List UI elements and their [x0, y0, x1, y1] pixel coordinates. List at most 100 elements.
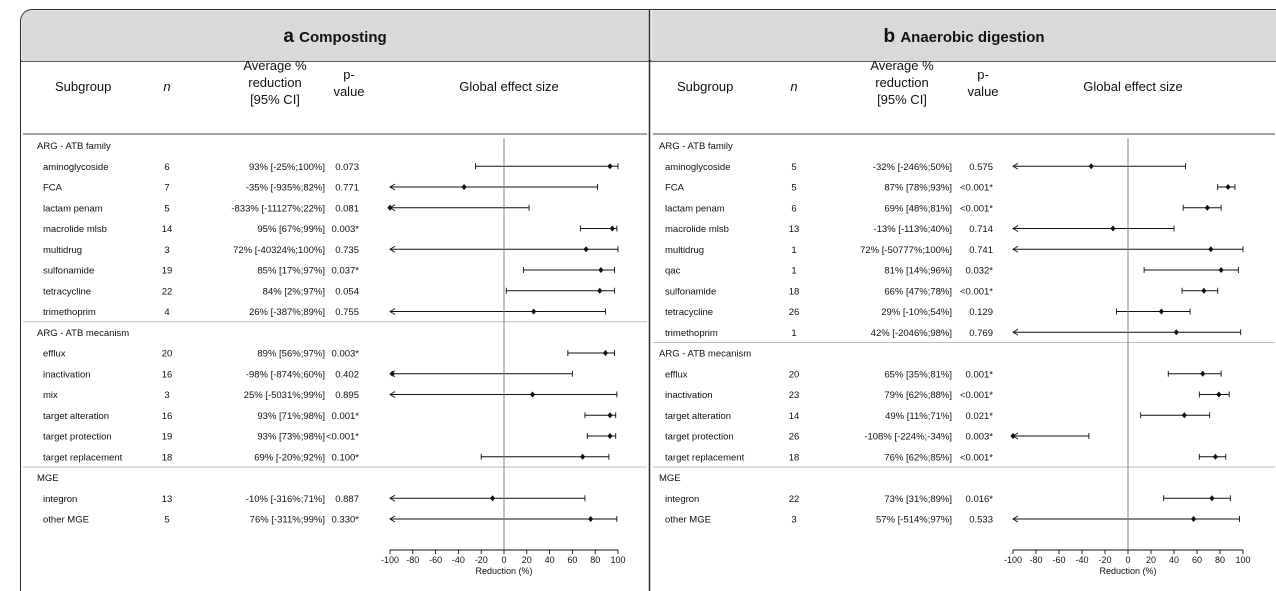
row-subgroup-label: target alteration [43, 411, 109, 422]
col-header-avg-reduction: reduction [875, 75, 928, 90]
row-pvalue: <0.001* [960, 183, 993, 194]
col-header-avg-reduction: [95% CI] [250, 92, 300, 107]
row-n: 23 [789, 390, 800, 401]
panel-title: b Anaerobic digestion [883, 26, 1044, 47]
row-pvalue: 0.895 [335, 390, 359, 401]
point-estimate [490, 495, 495, 501]
x-tick-label: -100 [1004, 555, 1022, 565]
row-pvalue: 0.533 [969, 515, 993, 526]
x-tick-label: 60 [1192, 555, 1202, 565]
row-n: 6 [791, 203, 796, 214]
row-pvalue: 0.129 [969, 307, 993, 318]
x-tick-label: -40 [1075, 555, 1088, 565]
row-n: 16 [162, 411, 173, 422]
row-subgroup-label: target protection [43, 432, 112, 443]
row-subgroup-label: target alteration [665, 411, 731, 422]
row-pvalue: 0.402 [335, 369, 359, 380]
point-estimate [603, 350, 608, 356]
row-ci-text: 26% [-387%;89%] [249, 307, 325, 318]
row-ci-text: -98% [-874%;60%] [246, 369, 325, 380]
row-pvalue: 0.735 [335, 245, 359, 256]
x-tick-label: -100 [381, 555, 399, 565]
group-label: MGE [37, 473, 59, 484]
row-ci-text: -35% [-935%;82%] [246, 183, 325, 194]
x-axis-label: Reduction (%) [1099, 566, 1156, 576]
row-subgroup-label: efflux [665, 369, 688, 380]
row-n: 20 [789, 369, 800, 380]
point-estimate [1089, 163, 1094, 169]
row-ci-text: 49% [11%;71%] [885, 411, 952, 422]
row-subgroup-label: target replacement [665, 452, 745, 463]
row-n: 3 [164, 245, 169, 256]
row-pvalue: 0.001* [332, 411, 360, 422]
row-subgroup-label: integron [43, 494, 77, 505]
point-estimate [1205, 205, 1210, 211]
row-pvalue: 0.032* [966, 266, 994, 277]
row-n: 20 [162, 349, 173, 360]
point-estimate [1174, 329, 1179, 335]
row-subgroup-label: trimethoprim [43, 307, 96, 318]
x-tick-label: -40 [452, 555, 465, 565]
row-subgroup-label: lactam penam [43, 203, 103, 214]
row-subgroup-label: other MGE [43, 515, 89, 526]
row-n: 16 [162, 369, 173, 380]
x-tick-label: 40 [1169, 555, 1179, 565]
row-ci-text: 76% [62%;85%] [884, 452, 952, 463]
row-ci-text: 72% [-40324%;100%] [233, 245, 325, 256]
row-subgroup-label: tetracycline [43, 286, 91, 297]
row-n: 1 [791, 245, 796, 256]
row-subgroup-label: tetracycline [665, 307, 713, 318]
row-subgroup-label: inactivation [43, 369, 91, 380]
row-pvalue: <0.001* [326, 432, 359, 443]
row-ci-text: 89% [56%;97%] [257, 349, 325, 360]
row-ci-text: -10% [-316%;71%] [246, 494, 325, 505]
row-n: 5 [791, 162, 796, 173]
row-pvalue: 0.003* [332, 224, 360, 235]
point-estimate [1213, 454, 1218, 460]
col-header-effect: Global effect size [459, 79, 558, 94]
point-estimate [1159, 309, 1164, 315]
point-estimate [1201, 288, 1206, 294]
point-estimate [1191, 516, 1196, 522]
row-n: 5 [164, 515, 169, 526]
x-tick-label: -60 [429, 555, 442, 565]
x-tick-label: 60 [567, 555, 577, 565]
row-ci-text: 95% [67%;99%] [257, 224, 325, 235]
row-n: 19 [162, 432, 173, 443]
point-estimate [610, 226, 615, 232]
point-estimate [1110, 226, 1115, 232]
col-header-pvalue: p- [343, 67, 355, 82]
row-n: 13 [789, 224, 800, 235]
row-ci-text: -13% [-113%;40%] [873, 224, 952, 235]
row-ci-text: 87% [78%;93%] [884, 183, 952, 194]
row-pvalue: 0.003* [966, 432, 994, 443]
row-ci-text: 76% [-311%;99%] [250, 515, 325, 526]
row-subgroup-label: inactivation [665, 390, 713, 401]
row-subgroup-label: aminoglycoside [665, 162, 730, 173]
group-label: ARG - ATB mecanism [659, 349, 751, 360]
point-estimate [598, 267, 603, 273]
row-subgroup-label: FCA [43, 183, 63, 194]
row-ci-text: 84% [2%;97%] [263, 286, 325, 297]
row-pvalue: 0.016* [966, 494, 994, 505]
row-n: 22 [162, 286, 173, 297]
x-tick-label: -80 [1029, 555, 1042, 565]
row-n: 3 [164, 390, 169, 401]
x-tick-label: -20 [475, 555, 488, 565]
row-ci-text: 65% [35%;81%] [884, 369, 952, 380]
row-subgroup-label: sulfonamide [43, 266, 94, 277]
point-estimate [530, 392, 535, 398]
row-pvalue: 0.769 [969, 328, 993, 339]
point-estimate [1208, 246, 1213, 252]
group-label: ARG - ATB family [659, 141, 733, 152]
row-subgroup-label: aminoglycoside [43, 162, 108, 173]
x-tick-label: 20 [522, 555, 532, 565]
row-subgroup-label: sulfonamide [665, 286, 716, 297]
x-tick-label: 100 [610, 555, 625, 565]
row-n: 6 [164, 162, 169, 173]
row-pvalue: 0.021* [966, 411, 994, 422]
row-pvalue: 0.100* [332, 452, 360, 463]
